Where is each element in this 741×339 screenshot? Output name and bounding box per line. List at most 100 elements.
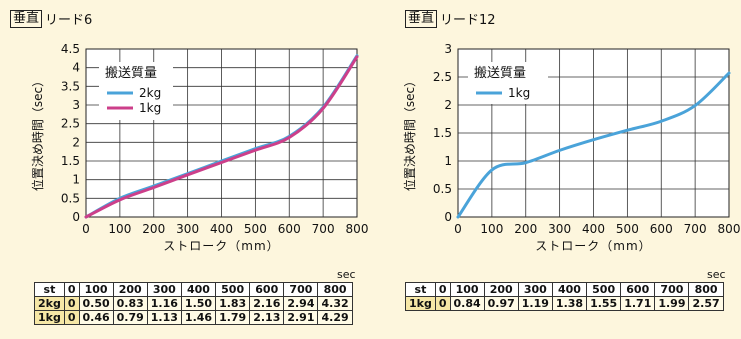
y-tick-label: 2.5 [433,70,452,84]
chart-panel-lead12: 垂直 リード12 0 100 200 300 400 500 600 700 800 0 0.5 1 1… [372,0,741,339]
table-cell: 2.16 [249,296,285,311]
table-cell: 1.50 [180,296,217,311]
table-cell: 1.46 [180,310,217,325]
table-cell: 1.16 [146,296,182,311]
y-axis-label: 位置決め時間（sec） [402,75,417,191]
table-cell: 1kg [405,296,436,311]
x-tick-label: 500 [244,222,267,236]
table-header-cell: 600 [249,282,285,297]
x-tick-label: 100 [108,222,131,236]
legend-background [468,62,548,104]
table-cell: 1.83 [215,296,251,311]
table-cell: 0 [63,310,80,325]
table-row: 1kg 0 0.46 0.79 1.13 1.46 1.79 2.13 2.91 4.29 [34,310,353,325]
table-row: 1kg 0 0.84 0.97 1.19 1.38 1.55 1.71 1.99 2.57 [405,296,724,311]
x-tick-label: 700 [312,222,335,236]
legend-background [99,62,173,120]
x-tick-label: 400 [210,222,233,236]
x-axis-label: ストローク（mm） [163,239,279,253]
table-cell: 1kg [34,310,65,325]
line-chart-lead12: 0 100 200 300 400 500 600 700 800 0 0.5 1 1.5 2 2.5 3 スト… [402,42,741,253]
y-tick-label: 2 [444,98,452,112]
x-tick-label: 500 [616,222,639,236]
table-cell: 1.71 [620,296,656,311]
table-header-cell: 800 [688,282,724,297]
table-header-cell: 200 [483,282,519,297]
table-header-cell: 0 [63,282,80,297]
x-tick-label: 300 [548,222,571,236]
y-tick-label: 3 [444,42,452,56]
y-tick-label: 2.5 [61,117,80,131]
legend-label: 2kg [139,86,161,100]
positioning-time-table: st 0 100 200 300 400 500 600 700 800 1kg 0 0.84 0.97 1… [405,282,724,311]
x-tick-label: 600 [278,222,301,236]
table-cell: 0 [63,296,80,311]
legend-label: 1kg [508,86,530,100]
x-tick-label: 0 [454,222,462,236]
x-tick-label: 200 [514,222,537,236]
table-cell: 1.79 [215,310,251,325]
table-cell: 2.94 [283,296,319,311]
x-tick-label: 800 [346,222,369,236]
table-header-cell: 300 [146,282,182,297]
chart-title: リード6 [45,13,93,28]
table-unit-label: sec [707,268,726,281]
legend-title: 搬送質量 [474,66,526,81]
table-cell: 0.83 [112,296,148,311]
x-tick-label: 0 [82,222,90,236]
table-cell: 2.91 [283,310,319,325]
table-header-cell: 100 [449,282,485,297]
chart-header: 垂直 リード12 [405,9,496,28]
table-header-cell: 0 [434,282,451,297]
y-tick-label: 0 [444,210,452,224]
table-cell: 1.55 [586,296,622,311]
table-cell: 0 [434,296,451,311]
table-header-cell: 700 [283,282,319,297]
x-tick-label: 700 [684,222,707,236]
y-tick-label: 3 [72,98,80,112]
table-cell: 0.79 [112,310,148,325]
x-tick-label: 600 [650,222,673,236]
orientation-tag: 垂直 [405,9,438,28]
table-cell: 1.99 [654,296,690,311]
table-cell: 1.19 [517,296,553,311]
table-header-cell: 300 [517,282,553,297]
y-tick-label: 4 [72,61,80,75]
table-unit-label: sec [337,268,356,281]
orientation-tag: 垂直 [10,9,43,28]
table-header-cell: st [34,282,65,297]
x-tick-label: 200 [142,222,165,236]
x-tick-label: 300 [176,222,199,236]
y-tick-label: 1.5 [61,154,80,168]
y-tick-label: 3.5 [61,79,80,93]
table-header-cell: 500 [586,282,622,297]
positioning-time-table: st 0 100 200 300 400 500 600 700 800 2kg 0 0.50 0.83 1… [34,282,353,325]
table-header-cell: 600 [620,282,656,297]
y-tick-label: 4.5 [61,42,80,56]
series-line-1kg [84,55,359,219]
chart-header: 垂直 リード6 [10,9,92,28]
table-header-cell: st [405,282,436,297]
y-tick-label: 1 [444,154,452,168]
y-tick-label: 0.5 [433,182,452,196]
y-tick-label: 1 [72,173,80,187]
table-header-cell: 400 [551,282,588,297]
legend-label: 1kg [139,101,161,115]
table-header-cell: 100 [78,282,114,297]
x-tick-label: 800 [718,222,741,236]
table-header-row: st 0 100 200 300 400 500 600 700 800 [34,282,353,297]
x-tick-label: 100 [480,222,503,236]
x-tick-label: 400 [582,222,605,236]
line-chart-lead6: 0 100 200 300 400 500 600 700 800 0 0.5 1 1.5 2 2.5 3 3.… [30,42,369,253]
y-tick-label: 0.5 [61,191,80,205]
table-header-cell: 200 [112,282,148,297]
table-header-cell: 800 [317,282,353,297]
y-tick-label: 2 [72,135,80,149]
legend-title: 搬送質量 [105,66,157,81]
table-row: 2kg 0 0.50 0.83 1.16 1.50 1.83 2.16 2.94 4.32 [34,296,353,311]
table-cell: 4.29 [317,310,353,325]
table-cell: 2.13 [249,310,285,325]
table-cell: 0.97 [483,296,519,311]
y-axis-label: 位置決め時間（sec） [30,75,45,191]
table-header-cell: 700 [654,282,690,297]
